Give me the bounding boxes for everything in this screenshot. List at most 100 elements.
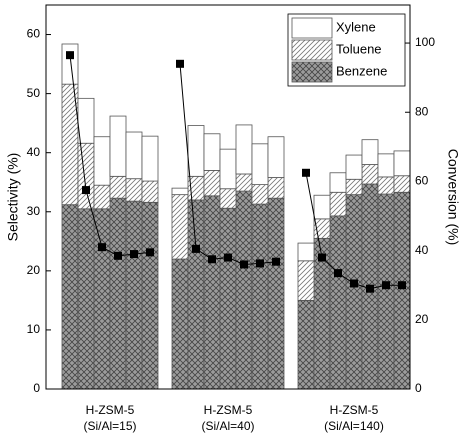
conversion-marker <box>98 243 106 252</box>
bar-segment <box>267 197 285 390</box>
conversion-marker <box>176 59 184 68</box>
bar-segment <box>267 177 285 199</box>
conversion-marker <box>192 244 200 253</box>
group-label: (Si/Al=40) <box>201 419 254 433</box>
bar-segment <box>361 139 379 165</box>
y-tick-label: 30 <box>27 204 41 218</box>
conversion-marker <box>272 257 280 266</box>
legend-swatch <box>291 39 333 61</box>
group-label: H-ZSM-5 <box>330 403 379 417</box>
y2-tick-label: 20 <box>415 312 429 326</box>
conversion-marker <box>82 186 90 195</box>
conversion-marker <box>130 250 138 259</box>
y-tick-label: 60 <box>27 27 41 41</box>
bar-segment <box>251 203 269 390</box>
y2-tick-label: 40 <box>415 243 429 257</box>
legend-label: Xylene <box>336 19 376 34</box>
conversion-marker <box>256 259 264 268</box>
bar-segment <box>329 215 347 390</box>
bar-segment <box>361 164 379 185</box>
bar-segment <box>141 201 159 390</box>
bar-segment <box>329 191 347 217</box>
conversion-marker <box>334 269 342 278</box>
conversion-marker <box>208 255 216 264</box>
bar-segment <box>297 299 315 390</box>
bar-segment <box>393 175 411 193</box>
conversion-marker <box>240 260 248 269</box>
bar-segment <box>329 172 347 193</box>
bar-segment <box>109 115 127 177</box>
group-label: H-ZSM-5 <box>204 403 253 417</box>
bar-segment <box>235 173 253 192</box>
y2-tick-label: 80 <box>415 104 429 118</box>
y-axis-label: Selectivity (%) <box>5 153 21 242</box>
bar-segment <box>377 153 395 178</box>
conversion-marker <box>366 284 374 293</box>
bar-segment <box>377 193 395 390</box>
bar-segment <box>125 178 143 202</box>
bar-segment <box>187 199 205 390</box>
bar-segment <box>77 142 95 210</box>
conversion-marker <box>224 253 232 262</box>
y-tick-label: 20 <box>27 263 41 277</box>
bar-segment <box>77 208 95 390</box>
y-tick-label: 10 <box>27 322 41 336</box>
conversion-marker <box>382 281 390 290</box>
y-tick-label: 50 <box>27 86 41 100</box>
bar-segment <box>203 170 221 197</box>
legend-label: Benzene <box>336 63 387 78</box>
y2-tick-label: 100 <box>415 35 435 49</box>
bar-segment <box>141 180 159 203</box>
y2-tick-label: 60 <box>415 174 429 188</box>
bar-segment <box>345 178 363 196</box>
conversion-marker <box>66 51 74 60</box>
bar-segment <box>251 143 269 185</box>
bar-segment <box>61 43 79 85</box>
bar-segment <box>297 242 315 262</box>
y-tick-label: 40 <box>27 145 41 159</box>
bar-segment <box>203 133 221 171</box>
conversion-marker <box>318 253 326 262</box>
legend-label: Toluene <box>336 41 382 56</box>
bar-segment <box>251 184 269 205</box>
bar-segment <box>219 148 237 190</box>
bar-segment <box>313 194 331 220</box>
bar-segment <box>93 208 111 390</box>
bar-segment <box>345 154 363 180</box>
bar-segment <box>61 204 79 390</box>
y-tick-label: 0 <box>33 381 40 395</box>
bar-segment <box>77 97 95 144</box>
bar-segment <box>93 136 111 186</box>
bar-segment <box>219 207 237 390</box>
bar-segment <box>125 200 143 390</box>
group-label: (Si/Al=15) <box>83 419 136 433</box>
bar-segment <box>219 188 237 209</box>
bar-segment <box>171 258 189 390</box>
bar-segment <box>93 184 111 210</box>
y2-tick-label: 0 <box>415 381 422 395</box>
conversion-marker <box>302 168 310 177</box>
bar-segment <box>187 125 205 177</box>
bar-segment <box>393 191 411 390</box>
legend-swatch <box>291 61 333 83</box>
group-label: (Si/Al=140) <box>324 419 384 433</box>
bar-segment <box>345 194 363 390</box>
y2-axis-label: Conversion (%) <box>445 149 461 245</box>
conversion-marker <box>350 279 358 288</box>
conversion-marker <box>398 281 406 290</box>
bar-segment <box>235 190 253 390</box>
bar-segment <box>393 150 411 177</box>
bar-segment <box>109 175 127 199</box>
bar-segment <box>171 187 189 196</box>
plot-frame <box>45 4 411 390</box>
bar-segment <box>297 260 315 301</box>
bar-segment <box>109 197 127 390</box>
bar-segment <box>377 176 395 195</box>
bar-segment <box>203 195 221 390</box>
legend-swatch <box>291 17 333 39</box>
bar-segment <box>171 194 189 260</box>
group-label: H-ZSM-5 <box>86 403 135 417</box>
bar-segment <box>125 131 143 180</box>
conversion-marker <box>114 251 122 260</box>
